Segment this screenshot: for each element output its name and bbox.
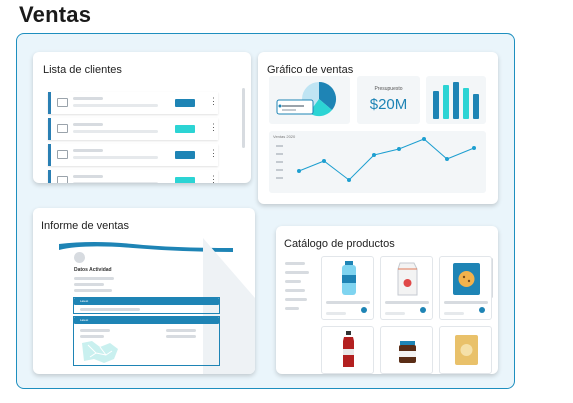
product-card[interactable] bbox=[321, 326, 374, 374]
text-line bbox=[385, 312, 405, 315]
product-card[interactable] bbox=[439, 256, 492, 320]
client-list-card[interactable]: Lista de clientes ⋮ ⋮ ⋮ ⋮ bbox=[33, 52, 251, 183]
jar-icon bbox=[399, 341, 416, 363]
client-row[interactable]: ⋮ bbox=[48, 118, 218, 140]
megaphone-icon bbox=[57, 98, 68, 107]
filter-line bbox=[285, 307, 299, 310]
product-card[interactable] bbox=[439, 326, 492, 374]
status-tag bbox=[175, 177, 195, 183]
line-chart-graphic bbox=[276, 137, 476, 182]
bar-icon bbox=[463, 88, 469, 119]
water-bottle-icon bbox=[342, 261, 356, 295]
filter-line bbox=[285, 280, 301, 283]
report-section-1: Latest bbox=[73, 297, 220, 314]
add-dot[interactable] bbox=[420, 307, 426, 313]
text-line bbox=[326, 312, 346, 315]
section-header bbox=[74, 298, 219, 305]
text-line bbox=[73, 149, 103, 152]
status-tag bbox=[175, 99, 195, 107]
section1-label: Latest bbox=[80, 299, 89, 303]
client-row[interactable]: ⋮ bbox=[48, 170, 218, 183]
section-header bbox=[74, 317, 219, 324]
report-page-shadow bbox=[203, 238, 255, 374]
product-card[interactable] bbox=[321, 256, 374, 320]
megaphone-icon bbox=[57, 150, 68, 159]
more-options-icon[interactable]: ⋮ bbox=[209, 148, 218, 158]
product-catalog-title: Catálogo de productos bbox=[284, 238, 395, 250]
product-card[interactable] bbox=[380, 326, 433, 374]
text-line bbox=[73, 130, 158, 133]
text-line bbox=[444, 301, 488, 304]
soda-bottle-icon bbox=[343, 331, 354, 367]
text-line bbox=[73, 156, 158, 159]
dashboard-frame: Lista de clientes ⋮ ⋮ ⋮ ⋮ Gráfico de ventas… bbox=[16, 33, 515, 389]
pie-widget bbox=[269, 76, 350, 124]
sales-chart-card[interactable]: Gráfico de ventas Presupuesto $20M bbox=[258, 52, 498, 204]
text-line bbox=[74, 283, 104, 286]
text-line bbox=[73, 104, 158, 107]
client-row[interactable]: ⋮ bbox=[48, 144, 218, 166]
bar-icon bbox=[443, 85, 449, 119]
filter-line bbox=[285, 262, 305, 265]
avatar bbox=[74, 252, 85, 263]
milk-carton-icon bbox=[397, 262, 418, 296]
filter-line bbox=[285, 298, 307, 301]
document-icon bbox=[57, 124, 68, 133]
bar-icon bbox=[473, 94, 479, 119]
filter-line bbox=[285, 289, 305, 292]
line-widget: Ventas 2020 bbox=[269, 131, 486, 193]
text-line bbox=[73, 182, 158, 183]
report-wave-decoration bbox=[59, 242, 233, 252]
product-card[interactable] bbox=[380, 256, 433, 320]
sales-report-title: Informe de ventas bbox=[41, 220, 130, 232]
megaphone-icon bbox=[57, 176, 68, 183]
text-line bbox=[80, 308, 140, 311]
client-list-title: Lista de clientes bbox=[43, 64, 122, 76]
more-options-icon[interactable]: ⋮ bbox=[209, 96, 218, 106]
section2-label: Latest bbox=[80, 318, 89, 322]
report-section-2: Latest bbox=[73, 316, 220, 366]
client-list-scrollbar[interactable] bbox=[242, 88, 245, 148]
more-options-icon[interactable]: ⋮ bbox=[209, 122, 218, 132]
snack-bag-icon bbox=[455, 335, 478, 365]
text-line bbox=[80, 329, 110, 332]
text-line bbox=[444, 312, 464, 315]
status-tag bbox=[175, 125, 195, 133]
text-line bbox=[385, 301, 429, 304]
budget-label: Presupuesto bbox=[374, 86, 403, 92]
line-label: Ventas 2020 bbox=[273, 134, 296, 139]
product-catalog-card[interactable]: Catálogo de productos bbox=[276, 226, 498, 374]
map-icon bbox=[82, 341, 118, 363]
sales-chart-title: Gráfico de ventas bbox=[267, 64, 354, 76]
budget-value: $20M bbox=[369, 96, 408, 113]
text-line bbox=[74, 289, 112, 292]
cookie-bag-icon bbox=[453, 263, 480, 295]
activity-label: Datos Actividad bbox=[74, 267, 112, 273]
text-line bbox=[326, 301, 370, 304]
page-title: Ventas bbox=[19, 2, 92, 27]
add-dot[interactable] bbox=[479, 307, 485, 313]
bar-widget bbox=[426, 76, 486, 124]
text-line bbox=[166, 335, 196, 338]
add-dot[interactable] bbox=[361, 307, 367, 313]
budget-widget: Presupuesto $20M bbox=[357, 76, 420, 124]
text-line bbox=[73, 97, 103, 100]
bar-icon bbox=[433, 91, 439, 119]
pie-chart-icon bbox=[276, 81, 337, 117]
text-line bbox=[73, 123, 103, 126]
text-line bbox=[74, 277, 114, 280]
bar-icon bbox=[453, 82, 459, 119]
client-row[interactable]: ⋮ bbox=[48, 92, 218, 114]
filter-line bbox=[285, 271, 309, 274]
text-line bbox=[80, 335, 104, 338]
text-line bbox=[166, 329, 196, 332]
text-line bbox=[73, 175, 103, 178]
sales-report-card[interactable]: Informe de ventas Datos Actividad Latest… bbox=[33, 208, 255, 374]
status-tag bbox=[175, 151, 195, 159]
more-options-icon[interactable]: ⋮ bbox=[209, 174, 218, 184]
